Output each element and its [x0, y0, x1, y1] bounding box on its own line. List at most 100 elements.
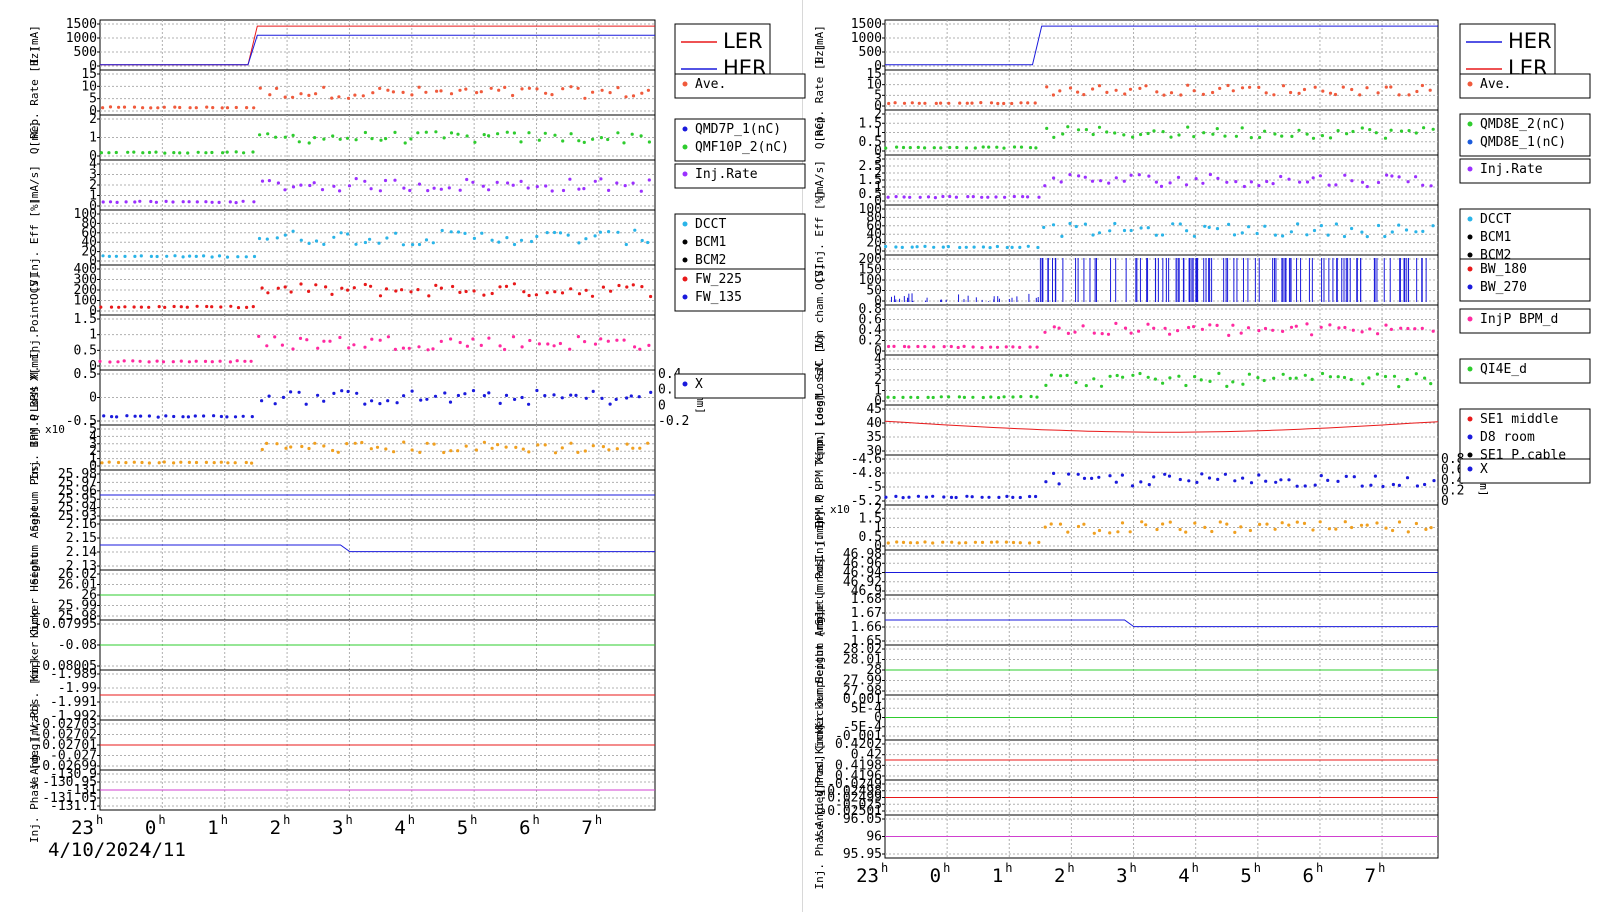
- series-dot: [181, 200, 185, 204]
- series-dot: [1414, 131, 1418, 135]
- series-dot: [1397, 385, 1401, 389]
- series-dot: [1074, 224, 1078, 229]
- xtick-unit: h: [1130, 861, 1137, 875]
- series-dot: [416, 288, 420, 292]
- series-dot: [402, 440, 406, 444]
- series-dot: [1257, 85, 1261, 89]
- legend-marker: [1467, 252, 1473, 258]
- series-dot: [300, 444, 304, 449]
- series-dot: [561, 139, 565, 143]
- legend-marker: [1467, 416, 1473, 422]
- yaxis-label: V.Ang. [mrad]: [28, 702, 41, 788]
- series-dot: [458, 88, 462, 92]
- series-dot: [497, 240, 501, 244]
- series-bw-270: [890, 258, 1427, 302]
- series-dot: [1128, 87, 1133, 91]
- series-dot: [1328, 136, 1333, 140]
- series-dot: [926, 195, 931, 199]
- series-dot: [417, 182, 422, 186]
- date-label-start: 4/10/2024: [48, 839, 151, 861]
- series-dot: [123, 305, 127, 309]
- series-dot: [393, 347, 397, 351]
- ytick-label: 25.99: [58, 599, 97, 614]
- center-divider: [802, 0, 803, 912]
- series-dot: [1231, 380, 1235, 384]
- series-dot: [1343, 173, 1347, 177]
- series-dot: [1384, 323, 1388, 327]
- series-dot: [185, 305, 189, 309]
- legend-box: [1459, 258, 1591, 302]
- series-dot: [1113, 221, 1117, 226]
- series-dot: [535, 388, 539, 393]
- series-dot: [1208, 172, 1212, 177]
- series-dot: [242, 151, 246, 155]
- series-dot: [1421, 229, 1425, 233]
- ytick-label: 0.4196: [835, 769, 882, 784]
- series-dot: [577, 241, 581, 245]
- series-dot: [1263, 129, 1267, 133]
- series-dot: [1184, 183, 1189, 187]
- series-dot: [1336, 129, 1340, 133]
- series-dot: [989, 101, 994, 105]
- series-dot: [503, 85, 507, 89]
- legend-box: [1459, 113, 1591, 157]
- series-dot: [187, 200, 191, 204]
- series-dot: [131, 359, 135, 363]
- series-dot: [901, 395, 905, 399]
- series-dot: [615, 447, 619, 451]
- series-dot: [1163, 326, 1167, 330]
- series-dot: [965, 494, 969, 498]
- series-dot: [995, 244, 1000, 249]
- series-dot: [599, 177, 603, 181]
- series-dot: [1092, 377, 1096, 381]
- series-dot: [1415, 484, 1419, 488]
- series-dot: [394, 231, 398, 235]
- series-dot: [583, 96, 587, 100]
- series-dot: [299, 282, 303, 286]
- series-dot: [108, 360, 112, 364]
- series-dot: [307, 446, 311, 451]
- series-dot: [258, 86, 262, 90]
- series-dot: [472, 289, 476, 293]
- series-dot: [1108, 229, 1112, 233]
- series-dot: [894, 195, 898, 199]
- series-dot: [1146, 375, 1150, 379]
- ytick-label: 3: [874, 152, 882, 167]
- series-dot: [908, 146, 912, 150]
- series-dot: [336, 450, 340, 454]
- ytick-label: 15: [81, 67, 97, 82]
- series-dot: [179, 305, 183, 309]
- series-dot: [1120, 473, 1124, 477]
- series-dot: [1043, 330, 1047, 334]
- series-dot: [226, 461, 230, 465]
- series-dot: [1018, 541, 1022, 545]
- series-dot: [1168, 376, 1172, 380]
- series-dot: [1035, 395, 1039, 399]
- series-dot: [383, 178, 388, 183]
- yaxis-label: OCS: [28, 280, 41, 300]
- legend-label: FW_135: [695, 290, 742, 305]
- series-dot: [1147, 174, 1151, 178]
- ytick-label: 0.8: [859, 302, 882, 317]
- series-dot: [941, 540, 945, 544]
- series-dot: [482, 293, 486, 297]
- series-dot: [1365, 235, 1369, 239]
- series-dot: [600, 88, 604, 92]
- series-dot: [458, 290, 462, 294]
- series-dot: [1344, 474, 1348, 478]
- series-dot: [1327, 183, 1331, 187]
- series-dot: [1178, 527, 1182, 532]
- series-dot: [979, 101, 983, 105]
- xtick-unit: h: [221, 813, 228, 827]
- series-dot: [1044, 480, 1048, 484]
- ytick-label: 0: [89, 104, 97, 119]
- series-dot: [289, 390, 293, 394]
- series-dot: [638, 347, 642, 351]
- series-dot: [431, 347, 435, 351]
- legend-right-6: InjP BPM_d: [1459, 308, 1591, 334]
- series-dot: [210, 255, 214, 259]
- ytick-label: 26.01: [58, 578, 97, 593]
- series-dot: [1215, 227, 1220, 231]
